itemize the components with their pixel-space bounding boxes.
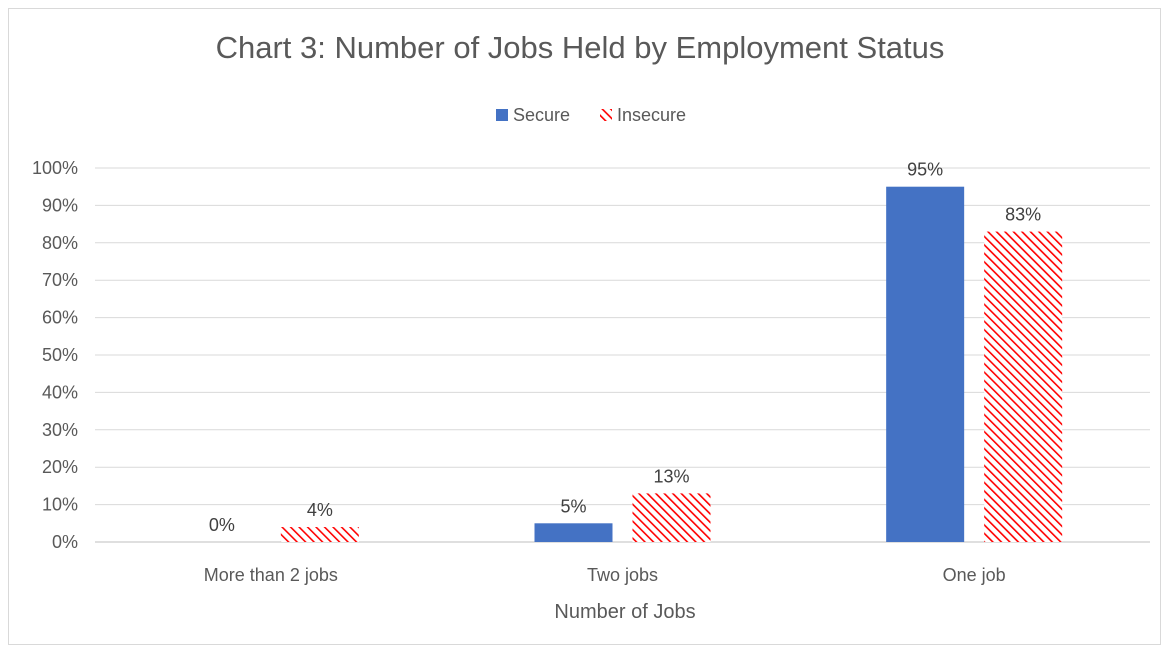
bars bbox=[281, 187, 1062, 542]
x-tick-label: More than 2 jobs bbox=[204, 565, 338, 585]
y-tick-label: 30% bbox=[42, 420, 78, 440]
y-tick-label: 90% bbox=[42, 195, 78, 215]
y-tick-label: 80% bbox=[42, 233, 78, 253]
chart-title: Chart 3: Number of Jobs Held by Employme… bbox=[216, 30, 945, 65]
y-tick-label: 40% bbox=[42, 382, 78, 402]
bar-insecure-0 bbox=[281, 527, 359, 542]
data-label-secure-0: 0% bbox=[209, 515, 235, 535]
x-axis-ticks: More than 2 jobs Two jobs One job bbox=[204, 565, 1006, 585]
x-axis-title: Number of Jobs bbox=[554, 601, 695, 623]
bar-insecure-1 bbox=[633, 493, 711, 542]
legend: Secure Insecure bbox=[496, 105, 686, 125]
y-tick-label: 70% bbox=[42, 270, 78, 290]
legend-swatch-secure bbox=[496, 109, 508, 121]
y-tick-label: 100% bbox=[32, 158, 78, 178]
data-label-insecure-2: 83% bbox=[1005, 205, 1041, 225]
legend-swatch-insecure bbox=[600, 109, 612, 121]
bar-insecure-2 bbox=[984, 232, 1062, 542]
x-tick-label: Two jobs bbox=[587, 565, 658, 585]
y-axis-ticks: 0% 10% 20% 30% 40% 50% 60% 70% 80% 90% 100% bbox=[32, 158, 78, 552]
legend-label-secure: Secure bbox=[513, 105, 570, 125]
x-tick-label: One job bbox=[943, 565, 1006, 585]
data-label-insecure-1: 13% bbox=[653, 466, 689, 486]
data-label-insecure-0: 4% bbox=[307, 500, 333, 520]
y-tick-label: 60% bbox=[42, 308, 78, 328]
y-tick-label: 20% bbox=[42, 457, 78, 477]
legend-label-insecure: Insecure bbox=[617, 105, 686, 125]
y-tick-label: 50% bbox=[42, 345, 78, 365]
data-label-secure-2: 95% bbox=[907, 160, 943, 180]
bar-secure-1 bbox=[535, 523, 613, 542]
data-label-secure-1: 5% bbox=[560, 496, 586, 516]
y-tick-label: 10% bbox=[42, 495, 78, 515]
bar-secure-2 bbox=[886, 187, 964, 542]
y-tick-label: 0% bbox=[52, 532, 78, 552]
